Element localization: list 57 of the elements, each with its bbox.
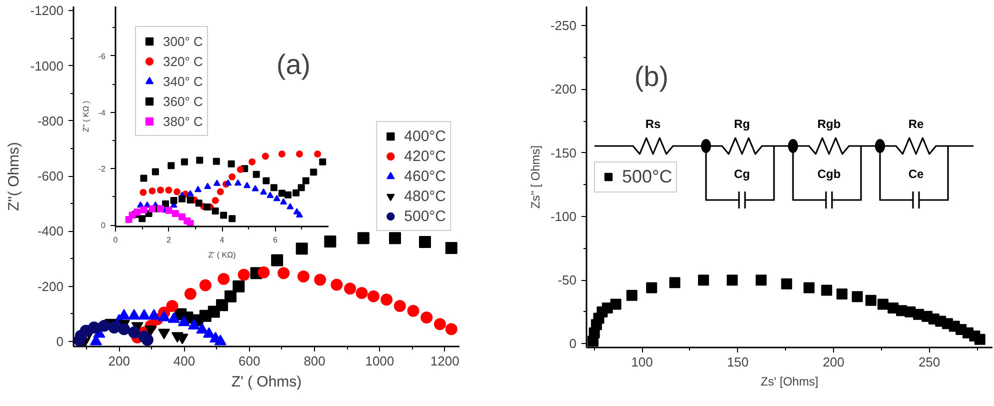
annotation: Rs (645, 117, 661, 132)
legend-label: 460°C (404, 168, 446, 184)
annotation: Ce (908, 167, 924, 182)
x-tick-label: 100 (631, 354, 653, 370)
annotation: (a) (276, 48, 311, 80)
x-tick-label: 200 (822, 354, 844, 370)
legend-label: 500°C (404, 208, 446, 224)
y-tick-label: -2 (98, 164, 106, 174)
x-axis-title: Zs' [Ohms] (760, 374, 818, 388)
y-tick-label: -1000 (30, 58, 64, 74)
legend-label: 480°C (404, 188, 446, 204)
legend-label: 400°C (404, 128, 446, 144)
y-tick-label: -4 (98, 108, 106, 118)
x-tick-label: 4 (220, 236, 225, 244)
x-axis-title: Z' ( KΩ) (208, 250, 236, 260)
y-tick-label: -250 (550, 18, 577, 34)
legend-label: 300° C (163, 34, 203, 48)
y-tick-label: 0 (56, 334, 64, 350)
annotation: Cgb (817, 167, 841, 182)
y-tick-label: 0 (101, 221, 106, 230)
y-tick-label: -1200 (30, 3, 64, 18)
y-tick-label: -50 (558, 272, 577, 288)
x-tick-label: 1200 (430, 354, 460, 368)
annotation: Cg (734, 167, 750, 182)
x-tick-label: 0 (113, 236, 118, 244)
y-tick-label: -6 (98, 52, 106, 61)
y-tick-label: -600 (37, 168, 64, 184)
legend-label: 380° C (163, 114, 203, 128)
y-axis-title: Z'' ( KΩ ) (81, 100, 90, 132)
x-tick-label: 200 (108, 354, 130, 368)
x-tick-label: 600 (238, 354, 260, 368)
annotation: Re (908, 117, 924, 132)
y-axis-title: Zs'' [ Ohms] (528, 145, 542, 209)
y-tick-label: -800 (37, 113, 64, 128)
legend-label: 340° C (163, 74, 203, 88)
y-tick-label: 0 (569, 336, 577, 352)
annotation: Rg (734, 117, 750, 132)
x-axis-title: Z' ( Ohms) (231, 374, 302, 390)
annotation: (b) (634, 60, 669, 92)
x-tick-label: 150 (726, 354, 749, 370)
y-tick-label: -200 (550, 82, 577, 97)
y-tick-label: -150 (550, 145, 577, 160)
x-tick-label: 2 (166, 236, 172, 244)
x-tick-label: 1000 (365, 354, 394, 368)
y-tick-label: -200 (37, 278, 64, 294)
legend-label: 360° C (163, 94, 203, 108)
x-tick-label: 250 (918, 354, 940, 370)
legend-label: 500°C (622, 166, 672, 187)
legend-label: 320° C (163, 54, 203, 68)
y-axis-title: Z''( Ohms) (5, 142, 22, 212)
y-tick-label: -100 (550, 208, 577, 224)
x-tick-label: 400 (173, 354, 196, 368)
y-tick-label: -400 (37, 224, 64, 239)
x-tick-label: 6 (273, 236, 278, 244)
annotation: Rgb (817, 117, 841, 132)
x-tick-label: 800 (304, 354, 326, 368)
legend-label: 420°C (404, 148, 446, 164)
